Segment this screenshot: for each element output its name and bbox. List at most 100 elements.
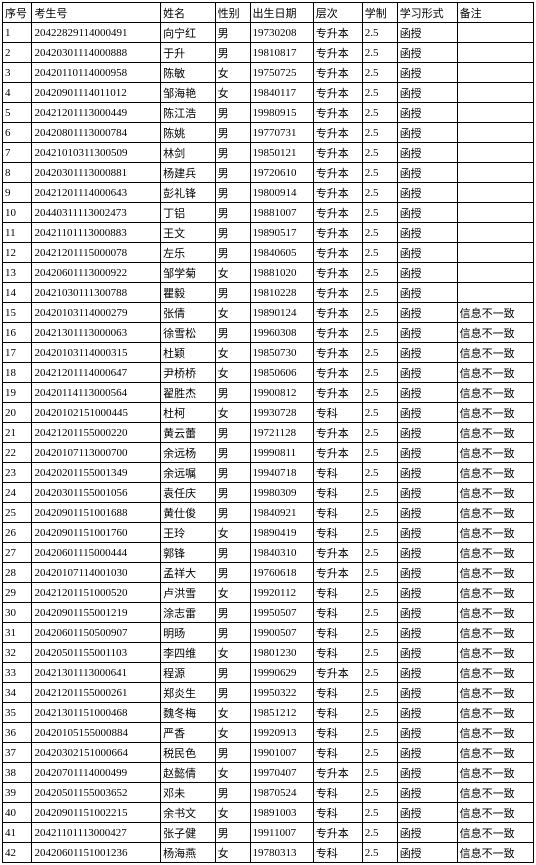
table-cell: 39 xyxy=(3,783,32,803)
table-cell: 20421101113000883 xyxy=(32,223,161,243)
table-cell: 信息不一致 xyxy=(457,663,533,683)
table-cell: 函授 xyxy=(397,503,457,523)
col-id: 考生号 xyxy=(32,3,161,23)
table-cell: 女 xyxy=(215,403,250,423)
table-row: 2520420901151001688黄仕俊男19840921专科2.5函授信息… xyxy=(3,503,534,523)
table-cell: 20420301155001056 xyxy=(32,483,161,503)
table-cell: 信息不一致 xyxy=(457,323,533,343)
table-cell: 专科 xyxy=(313,583,362,603)
table-cell: 女 xyxy=(215,63,250,83)
table-cell: 函授 xyxy=(397,163,457,183)
table-cell: 19840310 xyxy=(250,543,313,563)
table-cell: 赵懿倩 xyxy=(161,763,216,783)
table-cell: 函授 xyxy=(397,283,457,303)
table-cell: 女 xyxy=(215,703,250,723)
table-cell: 信息不一致 xyxy=(457,723,533,743)
table-cell: 2.5 xyxy=(362,443,397,463)
table-cell: 20420601113000922 xyxy=(32,263,161,283)
table-row: 4020420901151002215余书文女19891003专科2.5函授信息… xyxy=(3,803,534,823)
table-cell: 7 xyxy=(3,143,32,163)
table-cell: 2.5 xyxy=(362,343,397,363)
table-cell: 4 xyxy=(3,83,32,103)
table-cell: 专科 xyxy=(313,643,362,663)
table-cell: 19730208 xyxy=(250,23,313,43)
table-cell: 函授 xyxy=(397,423,457,443)
table-cell: 信息不一致 xyxy=(457,463,533,483)
table-cell: 35 xyxy=(3,703,32,723)
table-cell: 15 xyxy=(3,303,32,323)
table-cell: 19881020 xyxy=(250,263,313,283)
table-cell: 2.5 xyxy=(362,383,397,403)
table-cell: 男 xyxy=(215,223,250,243)
table-cell: 20421301151000468 xyxy=(32,703,161,723)
col-seq: 序号 xyxy=(3,3,32,23)
table-cell: 20440311113002473 xyxy=(32,203,161,223)
table-cell: 19891003 xyxy=(250,803,313,823)
table-cell xyxy=(457,63,533,83)
table-cell: 19940718 xyxy=(250,463,313,483)
table-cell: 19970407 xyxy=(250,763,313,783)
table-cell: 男 xyxy=(215,383,250,403)
table-cell: 2.5 xyxy=(362,663,397,683)
table-cell: 13 xyxy=(3,263,32,283)
table-cell: 20420701114000499 xyxy=(32,763,161,783)
table-cell: 陈江浩 xyxy=(161,103,216,123)
table-cell xyxy=(457,83,533,103)
table-cell: 李四维 xyxy=(161,643,216,663)
table-cell: 2.5 xyxy=(362,703,397,723)
table-cell: 信息不一致 xyxy=(457,783,533,803)
table-cell: 2.5 xyxy=(362,183,397,203)
table-body: 120422829114000491向宁红男19730208专升本2.5函授22… xyxy=(3,23,534,863)
table-cell: 专科 xyxy=(313,503,362,523)
table-cell: 2.5 xyxy=(362,63,397,83)
table-cell: 2.5 xyxy=(362,763,397,783)
table-cell: 20421201114000643 xyxy=(32,183,161,203)
table-cell: 女 xyxy=(215,723,250,743)
table-cell: 女 xyxy=(215,583,250,603)
table-cell: 翟胜杰 xyxy=(161,383,216,403)
table-cell: 19920112 xyxy=(250,583,313,603)
table-cell: 男 xyxy=(215,743,250,763)
col-sex: 性别 xyxy=(215,3,250,23)
table-cell: 2.5 xyxy=(362,623,397,643)
table-cell: 19801230 xyxy=(250,643,313,663)
table-cell: 信息不一致 xyxy=(457,703,533,723)
table-cell: 男 xyxy=(215,123,250,143)
table-cell: 男 xyxy=(215,163,250,183)
table-row: 420420901114011012邹海艳女19840117专升本2.5函授 xyxy=(3,83,534,103)
table-cell: 2.5 xyxy=(362,563,397,583)
table-cell: 2.5 xyxy=(362,643,397,663)
table-cell xyxy=(457,263,533,283)
table-cell: 函授 xyxy=(397,563,457,583)
table-cell: 专升本 xyxy=(313,163,362,183)
col-note: 备注 xyxy=(457,3,533,23)
table-cell: 2.5 xyxy=(362,743,397,763)
table-cell: 2.5 xyxy=(362,783,397,803)
table-cell xyxy=(457,43,533,63)
table-cell: 2.5 xyxy=(362,223,397,243)
table-cell: 专升本 xyxy=(313,183,362,203)
table-cell: 19850606 xyxy=(250,363,313,383)
table-cell: 10 xyxy=(3,203,32,223)
table-cell: 2.5 xyxy=(362,543,397,563)
table-cell: 20420105155000884 xyxy=(32,723,161,743)
table-cell: 20420114113000564 xyxy=(32,383,161,403)
table-row: 2220420107113000700余远杨男19990811专升本2.5函授信… xyxy=(3,443,534,463)
table-cell: 张倩 xyxy=(161,303,216,323)
table-cell: 王玲 xyxy=(161,523,216,543)
table-cell: 男 xyxy=(215,623,250,643)
table-cell: 函授 xyxy=(397,323,457,343)
table-cell: 男 xyxy=(215,503,250,523)
table-cell: 20420601115000444 xyxy=(32,543,161,563)
table-cell: 28 xyxy=(3,563,32,583)
table-cell: 19720610 xyxy=(250,163,313,183)
table-cell: 黄云蕾 xyxy=(161,423,216,443)
table-cell: 信息不一致 xyxy=(457,363,533,383)
table-cell: 25 xyxy=(3,503,32,523)
table-cell: 19870524 xyxy=(250,783,313,803)
table-row: 3320421301113000641程源男19990629专升本2.5函授信息… xyxy=(3,663,534,683)
table-cell: 专升本 xyxy=(313,383,362,403)
table-cell: 函授 xyxy=(397,703,457,723)
student-table: 序号 考生号 姓名 性别 出生日期 层次 学制 学习形式 备注 12042282… xyxy=(2,2,534,863)
table-cell xyxy=(457,223,533,243)
